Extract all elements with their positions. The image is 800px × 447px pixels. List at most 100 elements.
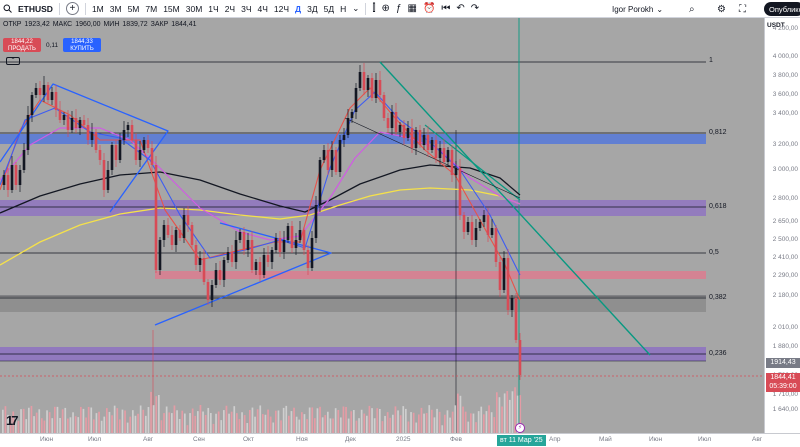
divider	[58, 2, 60, 15]
layout-name[interactable]: Igor Porokh ⌄	[612, 0, 663, 18]
volume-bar	[282, 407, 285, 433]
candle-body	[138, 150, 142, 160]
price-tick: 2 010,00	[772, 324, 798, 331]
search-icon[interactable]: ⌕	[689, 3, 695, 15]
interval-14[interactable]: Н	[340, 3, 347, 14]
price-tick: 1 880,00	[772, 343, 798, 350]
candle-body	[366, 78, 370, 90]
ma-yellow-line	[0, 187, 521, 266]
interval-3[interactable]: 7М	[145, 3, 158, 14]
user-name: Igor Porokh	[612, 4, 654, 14]
volume-bar	[516, 395, 519, 433]
candle-body	[250, 240, 254, 270]
plus-icon: +	[65, 2, 79, 15]
replay-icon[interactable]: ⏮	[441, 3, 451, 14]
price-axis-unit[interactable]: USDT	[767, 22, 785, 29]
volume-bar	[431, 409, 433, 433]
volume-bar	[407, 421, 410, 433]
time-tick: Июл	[88, 436, 102, 443]
volume-bar	[41, 418, 43, 433]
price-chart[interactable]	[0, 18, 764, 433]
volume-bar	[347, 418, 350, 433]
interval-5[interactable]: 30М	[185, 3, 203, 14]
volume-bar	[80, 406, 82, 433]
symbol-name[interactable]: ETHUSD	[18, 3, 53, 14]
volume-bar	[418, 414, 420, 433]
interval-10[interactable]: 12Ч	[273, 3, 290, 14]
candle-body	[502, 258, 506, 290]
collapse-legend-button[interactable]: ⌃	[6, 57, 20, 65]
volume-bar	[251, 407, 254, 433]
chart-pane[interactable]	[0, 18, 764, 433]
candle-body	[254, 262, 258, 270]
candle-body	[294, 240, 298, 248]
sell-button[interactable]: 1844,22 ПРОДАТЬ	[3, 38, 41, 52]
candle-body	[334, 150, 338, 172]
volume-bar	[108, 411, 111, 433]
candle-body	[94, 132, 98, 150]
volume-bar	[137, 413, 139, 433]
interval-0[interactable]: 1М	[91, 3, 104, 14]
volume-bar	[324, 415, 327, 433]
time-tick: Фев	[450, 436, 463, 443]
volume-bar	[189, 413, 191, 433]
interval-4[interactable]: 15М	[163, 3, 180, 14]
time-axis[interactable]: Июн Июл Авг Сен Окт Ноя Дек 2025 Фев Апр Май Июн Июл…	[0, 433, 800, 447]
volume-bar	[90, 407, 93, 433]
candle-type-icon[interactable]: ⫿	[372, 3, 376, 14]
goto-realtime-icon[interactable]: ⚡	[515, 423, 525, 433]
volume-bar	[25, 419, 28, 433]
volume-bar	[462, 406, 464, 433]
volume-bar	[7, 414, 9, 433]
fullscreen-icon[interactable]: ⛶	[739, 3, 746, 15]
interval-12[interactable]: 3Д	[307, 3, 318, 14]
settings-icon[interactable]: ⚙	[717, 3, 726, 15]
candle-body	[458, 168, 462, 215]
sell-label: ПРОДАТЬ	[8, 45, 36, 52]
buy-button[interactable]: 1844,33 КУПИТЬ	[63, 38, 101, 52]
buy-label: КУПИТЬ	[70, 45, 94, 52]
candle-body	[126, 125, 130, 130]
alert-icon[interactable]: ⏰	[422, 3, 436, 14]
redo-icon[interactable]: ↷	[470, 3, 480, 14]
publish-button[interactable]: Опубликовать	[764, 2, 800, 16]
interval-11[interactable]: Д	[295, 3, 302, 14]
interval-13[interactable]: 5Д	[323, 3, 335, 14]
add-symbol-button[interactable]: +	[63, 0, 82, 18]
symbol-search-icon[interactable]	[0, 0, 15, 18]
candle-body	[182, 215, 186, 238]
interval-2[interactable]: 5М	[127, 3, 140, 14]
interval-dropdown-chevron-icon[interactable]: ⌄	[352, 3, 360, 13]
volume-bar	[43, 420, 46, 433]
trendline-thin	[344, 117, 521, 199]
volume-bar	[457, 393, 459, 433]
indicators-icon[interactable]: ƒ	[395, 3, 402, 14]
candle-body	[82, 120, 86, 125]
volume-bar	[501, 406, 503, 433]
candle-body	[226, 252, 230, 260]
candle-body	[90, 132, 94, 140]
candle-body	[282, 240, 286, 252]
volume-bar	[373, 418, 376, 433]
volume-bar	[142, 409, 145, 433]
interval-7[interactable]: 2Ч	[224, 3, 236, 14]
candle-body	[158, 240, 162, 270]
candle-body	[514, 298, 518, 340]
interval-9[interactable]: 4Ч	[257, 3, 268, 14]
volume-bar	[233, 406, 236, 433]
volume-bar	[168, 412, 171, 433]
interval-6[interactable]: 1Ч	[208, 3, 219, 14]
volume-bar	[480, 406, 483, 433]
marked-price-tag: 1914,43	[766, 358, 800, 368]
price-axis[interactable]: USDT 4 200,00 4 000,00 3 800,00 3 600,00 3 4…	[764, 18, 800, 433]
volume-bar	[464, 411, 467, 433]
templates-icon[interactable]: ▦	[407, 3, 417, 14]
resistance-zone	[0, 134, 706, 144]
candle-body	[170, 235, 174, 245]
candle-body	[374, 80, 378, 98]
undo-icon[interactable]: ↶	[456, 3, 465, 14]
volume-bar	[353, 409, 355, 433]
interval-1[interactable]: 3М	[109, 3, 122, 14]
interval-8[interactable]: 3Ч	[241, 3, 252, 14]
compare-icon[interactable]: ⊕	[381, 3, 390, 14]
